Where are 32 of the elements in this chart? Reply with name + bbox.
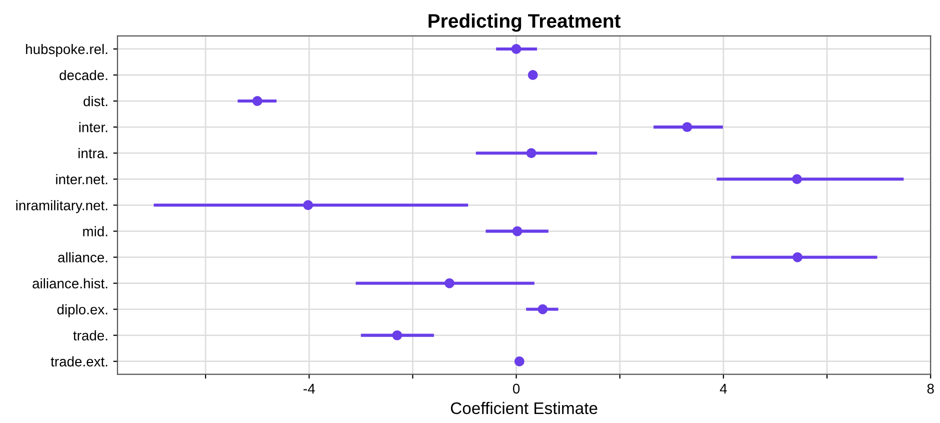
point xyxy=(303,200,314,210)
x-tick-label: 4 xyxy=(720,384,727,394)
y-tick-label: diplo.ex. xyxy=(57,304,108,318)
y-tick-label: inter.net. xyxy=(56,174,108,184)
point xyxy=(392,330,402,340)
y-tick-label: hubspoke.rel. xyxy=(26,44,108,57)
y-tick-label: decade. xyxy=(60,70,108,80)
y-tick-label: inramilitary.net. xyxy=(16,200,108,214)
point xyxy=(444,278,454,288)
x-tick-label: 8 xyxy=(927,384,934,394)
point xyxy=(526,148,536,158)
y-tick-label: mid. xyxy=(83,226,108,236)
y-tick-label: ailiance.hist. xyxy=(32,278,108,288)
y-tick-label: trade. xyxy=(73,330,108,340)
point xyxy=(682,122,692,132)
point xyxy=(538,304,548,314)
point xyxy=(528,70,538,80)
x-tick-label: 0 xyxy=(512,384,520,394)
point xyxy=(511,44,522,54)
y-tick-label: trade.ext. xyxy=(50,356,108,367)
y-tick-label: inter. xyxy=(79,122,108,132)
point xyxy=(792,252,802,262)
y-tick-label: intra. xyxy=(78,148,108,158)
x-tick-label: -4 xyxy=(304,384,315,394)
y-tick-label: alliance. xyxy=(58,252,108,262)
point xyxy=(792,174,802,184)
point xyxy=(252,96,262,106)
x-axis-title: Coefficient Estimate xyxy=(450,402,598,414)
chart-title: Predicting Treatment xyxy=(428,14,621,32)
y-tick-label: dist. xyxy=(84,96,108,106)
point xyxy=(514,356,524,366)
point xyxy=(512,226,522,236)
